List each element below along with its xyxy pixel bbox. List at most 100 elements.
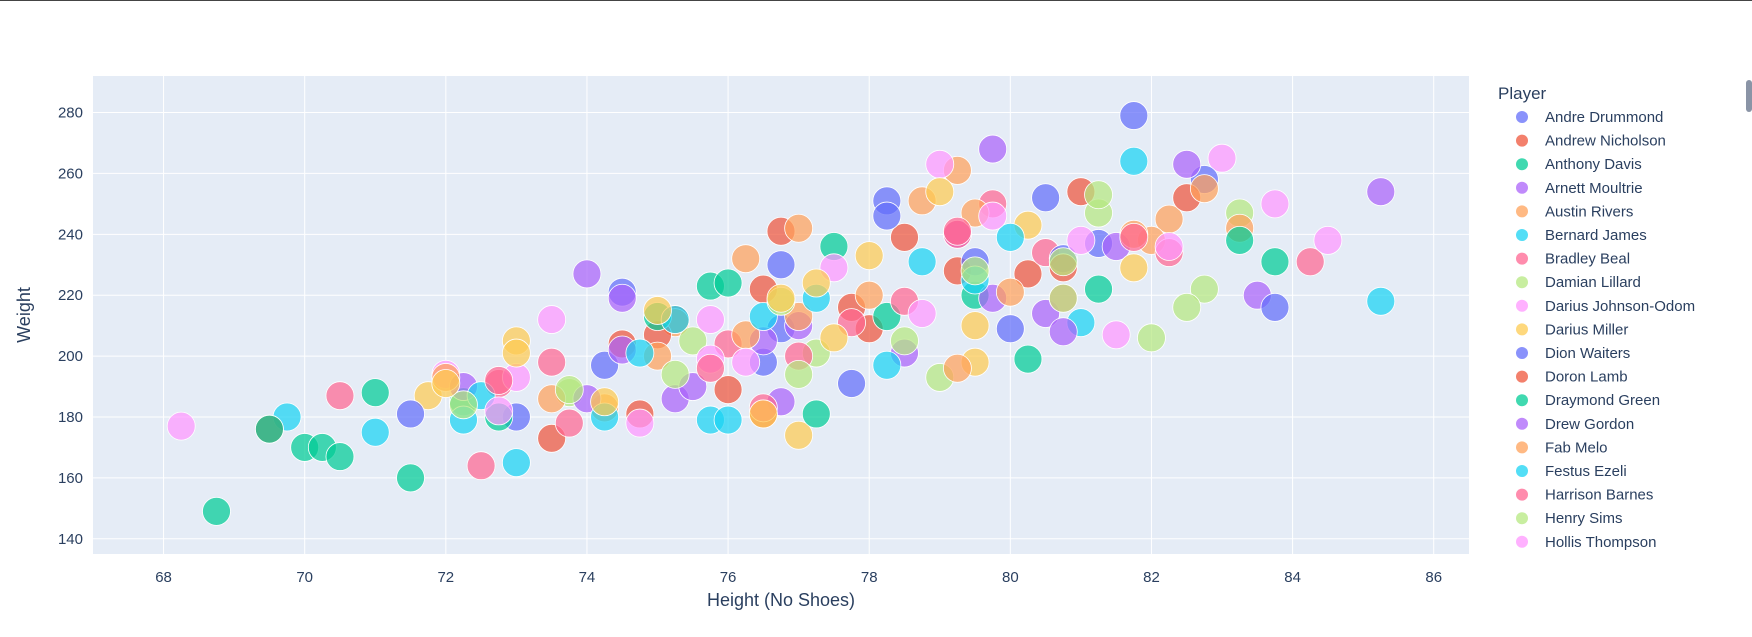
legend-marker <box>1516 535 1528 548</box>
legend-marker <box>1516 299 1528 312</box>
data-point <box>731 244 761 274</box>
legend-label: Darius Miller <box>1545 321 1628 338</box>
data-point <box>943 353 972 383</box>
legend-label: Arnett Moultrie <box>1545 180 1643 197</box>
legend-item[interactable]: Austin Rivers <box>1516 203 1633 220</box>
data-point <box>1101 320 1131 350</box>
data-point <box>801 399 831 429</box>
legend-marker <box>1516 111 1528 123</box>
legend-label: Andrew Nicholson <box>1545 133 1666 150</box>
data-points <box>166 101 1396 526</box>
data-point <box>819 323 849 353</box>
data-point <box>325 442 355 471</box>
data-point <box>643 296 672 325</box>
legend-marker <box>1516 512 1528 525</box>
data-point <box>1172 149 1202 179</box>
x-tick-label: 84 <box>1284 569 1301 586</box>
data-point <box>1048 247 1078 277</box>
legend-label: Dion Waiters <box>1545 345 1630 362</box>
legend-item[interactable]: Fab Melo <box>1516 439 1608 456</box>
legend-marker <box>1516 488 1528 501</box>
data-point <box>854 280 884 310</box>
data-point <box>202 496 231 526</box>
grid-lines <box>93 76 1469 554</box>
legend-label: Festus Ezeli <box>1545 463 1627 480</box>
data-point <box>925 149 955 179</box>
data-point <box>466 451 496 481</box>
legend-label: Darius Johnson-Odom <box>1545 298 1695 315</box>
legend-item[interactable]: Andrew Nicholson <box>1516 133 1666 150</box>
legend-marker <box>1516 276 1528 289</box>
data-point <box>537 347 567 377</box>
data-point <box>995 222 1025 252</box>
data-point <box>1031 183 1061 213</box>
data-point <box>1119 101 1149 130</box>
data-point <box>572 259 602 289</box>
x-axis-ticks: 68 70 72 74 76 78 80 82 84 86 <box>155 569 1442 586</box>
legend-marker <box>1516 229 1528 241</box>
data-point <box>784 213 814 243</box>
data-point <box>255 414 284 444</box>
data-point <box>696 305 725 334</box>
data-point <box>537 305 567 334</box>
legend-item[interactable]: Festus Ezeli <box>1516 463 1627 480</box>
legend-label: Harrison Barnes <box>1545 487 1653 504</box>
y-tick-label: 180 <box>58 409 83 426</box>
x-tick-label: 78 <box>861 569 878 586</box>
legend-item[interactable]: Darius Miller <box>1516 321 1628 338</box>
data-point <box>1225 226 1255 255</box>
y-axis-ticks: 140 160 180 200 220 240 260 280 <box>58 105 83 548</box>
legend-item[interactable]: Draymond Green <box>1516 392 1660 409</box>
x-tick-label: 70 <box>296 569 313 586</box>
legend-marker <box>1516 347 1528 359</box>
data-point <box>1154 232 1184 261</box>
legend-item[interactable]: Bradley Beal <box>1516 251 1630 268</box>
data-point <box>431 369 461 398</box>
data-point <box>1084 274 1113 304</box>
legend-item[interactable]: Anthony Davis <box>1516 156 1642 173</box>
x-tick-label: 72 <box>437 569 454 586</box>
data-point <box>607 283 637 313</box>
data-point <box>1366 177 1396 207</box>
legend-scrollbar-handle[interactable] <box>1746 80 1752 112</box>
legend-item[interactable]: Hollis Thompson <box>1516 534 1656 551</box>
legend-item[interactable]: Henry Sims <box>1516 510 1623 527</box>
data-point <box>784 359 814 389</box>
y-tick-label: 280 <box>58 105 83 122</box>
data-point <box>1119 146 1149 176</box>
data-point <box>872 201 902 231</box>
data-point <box>1048 283 1078 313</box>
legend-item[interactable]: Doron Lamb <box>1516 369 1628 386</box>
legend-marker <box>1516 441 1528 454</box>
data-point <box>325 381 355 411</box>
data-point <box>801 268 831 298</box>
legend-item[interactable]: Dion Waiters <box>1516 345 1630 362</box>
data-point <box>713 375 743 404</box>
data-point <box>625 408 655 438</box>
data-point <box>1189 174 1219 204</box>
data-point <box>1137 323 1166 353</box>
legend-item[interactable]: Bernard James <box>1516 227 1647 244</box>
legend-label: Bradley Beal <box>1545 251 1630 268</box>
legend-item[interactable]: Andre Drummond <box>1516 109 1663 126</box>
legend-label: Austin Rivers <box>1545 203 1633 220</box>
legend-item[interactable]: Darius Johnson-Odom <box>1516 298 1695 315</box>
legend-marker <box>1516 394 1528 407</box>
data-point <box>1366 286 1396 316</box>
legend-label: Andre Drummond <box>1545 109 1663 126</box>
legend-marker <box>1516 323 1528 336</box>
data-point <box>501 448 531 478</box>
legend-title: Player <box>1498 84 1547 103</box>
legend-item[interactable]: Damian Lillard <box>1516 274 1641 291</box>
legend-item[interactable]: Arnett Moultrie <box>1516 180 1643 197</box>
legend-marker <box>1516 370 1528 383</box>
legend-marker <box>1516 205 1528 218</box>
legend-marker <box>1516 181 1528 194</box>
y-tick-label: 140 <box>58 531 83 548</box>
data-point <box>943 216 972 246</box>
legend-item[interactable]: Drew Gordon <box>1516 416 1634 433</box>
x-axis-title: Height (No Shoes) <box>707 590 855 610</box>
data-point <box>678 326 708 356</box>
legend-item[interactable]: Harrison Barnes <box>1516 487 1653 504</box>
